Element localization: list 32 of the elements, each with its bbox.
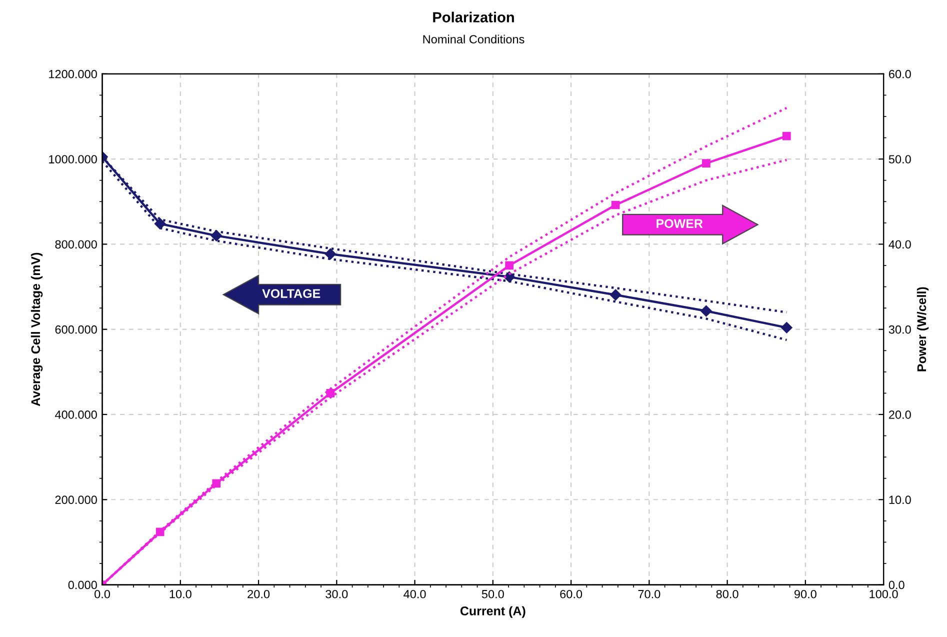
y2-tick-label: 60.0 xyxy=(889,70,911,78)
x-tick-label: 60.0 xyxy=(560,590,582,598)
y2-axis-title: Power (W/cell) xyxy=(916,287,929,372)
y-tick-label: 0.000 xyxy=(68,580,97,590)
y-tick-label: 1000.000 xyxy=(49,155,97,164)
y-tick-label: 400.000 xyxy=(55,410,97,419)
y-axis-title: Average Cell Voltage (mV) xyxy=(30,252,43,406)
x-tick-label: 90.0 xyxy=(794,590,816,598)
text: POWER xyxy=(656,219,703,228)
chart-title: Polarization xyxy=(433,12,514,22)
text: VOLTAGE xyxy=(262,289,320,298)
y-tick-label: 800.000 xyxy=(55,240,97,249)
x-axis-title: Current (A) xyxy=(460,606,526,618)
y2-tick-label: 30.0 xyxy=(888,325,911,334)
x-tick-label: 100.0 xyxy=(870,590,898,598)
y-tick-label: 200.000 xyxy=(55,496,97,504)
y2-tick-label: 0.0 xyxy=(888,580,904,590)
x-tick-label: 0.0 xyxy=(94,590,110,598)
y2-tick-label: 40.0 xyxy=(888,240,911,249)
x-tick-label: 50.0 xyxy=(482,590,504,598)
y2-tick-label: 20.0 xyxy=(889,410,911,419)
x-tick-label: 10.0 xyxy=(170,590,192,598)
y-tick-label: 600.000 xyxy=(55,325,97,334)
x-tick-label: 30.0 xyxy=(326,590,348,598)
x-tick-label: 70.0 xyxy=(638,590,660,598)
x-tick-label: 80.0 xyxy=(716,590,738,598)
x-tick-label: 40.0 xyxy=(404,590,426,598)
chart-subtitle: Nominal Conditions xyxy=(423,34,524,44)
y2-tick-label: 10.0 xyxy=(889,496,911,504)
x-tick-label: 20.0 xyxy=(248,590,270,598)
y2-tick-label: 50.0 xyxy=(888,155,911,164)
y-tick-label: 1200.000 xyxy=(49,70,97,78)
